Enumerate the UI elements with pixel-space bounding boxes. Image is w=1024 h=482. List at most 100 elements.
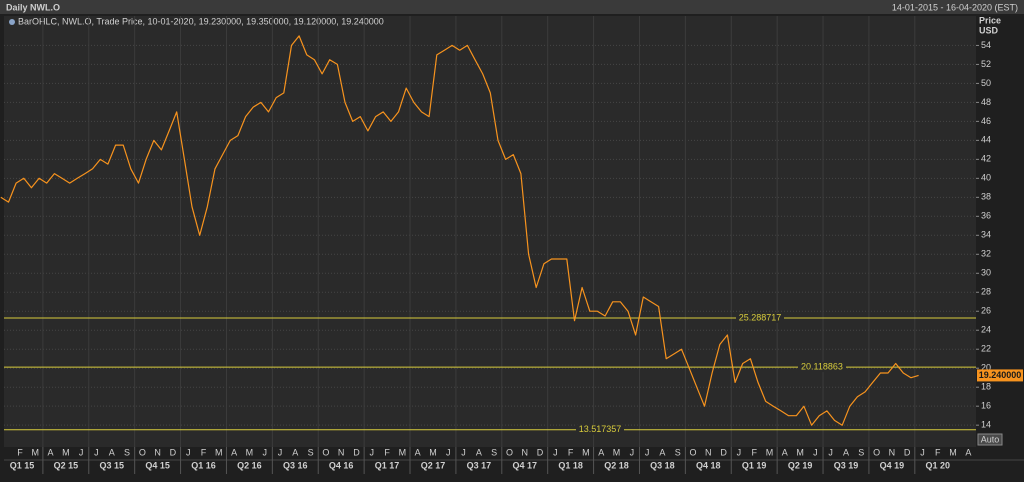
quarter-label: Q3 19 <box>834 460 859 470</box>
quarter-label: Q3 17 <box>467 460 492 470</box>
last-price-box <box>977 369 1023 382</box>
month-label: F <box>935 447 941 457</box>
y-tick-label: 22 <box>981 344 991 354</box>
y-tick-label: 16 <box>981 401 991 411</box>
month-label: A <box>415 447 421 457</box>
month-label: F <box>201 447 207 457</box>
month-label: S <box>308 447 314 457</box>
month-label: J <box>461 447 466 457</box>
y-tick-label: 48 <box>981 97 991 107</box>
y-axis-label: Price <box>979 15 1001 25</box>
y-tick-label: 46 <box>981 116 991 126</box>
month-label: J <box>370 447 375 457</box>
month-label: F <box>751 447 757 457</box>
last-price-label: 19.240000 <box>979 370 1022 380</box>
y-tick-label: 30 <box>981 268 991 278</box>
quarter-label: Q2 16 <box>237 460 262 470</box>
y-tick-label: 36 <box>981 211 991 221</box>
y-tick-label: 50 <box>981 78 991 88</box>
quarter-label: Q4 15 <box>145 460 170 470</box>
reference-label-bg <box>798 362 846 373</box>
month-label: N <box>154 447 161 457</box>
month-label: J <box>645 447 650 457</box>
quarter-label: Q1 18 <box>558 460 583 470</box>
month-label: S <box>675 447 681 457</box>
quarter-label: Q1 15 <box>10 460 35 470</box>
month-label: M <box>582 447 590 457</box>
quarter-label: Q4 16 <box>329 460 354 470</box>
y-tick-label: 42 <box>981 154 991 164</box>
month-label: N <box>705 447 712 457</box>
legend-text: BarOHLC, NWL.O, Trade Price, 10-01-2020,… <box>18 16 384 26</box>
date-range: 14-01-2015 - 16-04-2020 (EST) <box>892 2 1018 12</box>
month-label: A <box>48 447 54 457</box>
month-label: M <box>429 447 437 457</box>
quarter-label: Q3 18 <box>650 460 675 470</box>
y-axis-unit: USD <box>979 25 999 35</box>
month-label: A <box>843 447 849 457</box>
month-label: M <box>399 447 407 457</box>
month-label: A <box>598 447 604 457</box>
month-label: M <box>949 447 957 457</box>
month-label: S <box>124 447 130 457</box>
month-label: J <box>186 447 191 457</box>
header-bar <box>0 0 1024 14</box>
month-label: F <box>17 447 23 457</box>
y-tick-label: 32 <box>981 249 991 259</box>
month-label: S <box>491 447 497 457</box>
y-tick-label: 34 <box>981 230 991 240</box>
month-label: J <box>630 447 635 457</box>
month-label: A <box>476 447 482 457</box>
month-label: J <box>920 447 925 457</box>
reference-label-bg <box>736 312 784 323</box>
month-label: J <box>79 447 84 457</box>
reference-label-bg <box>576 424 624 435</box>
month-label: N <box>521 447 528 457</box>
month-label: O <box>873 447 880 457</box>
month-label: F <box>384 447 390 457</box>
quarter-label: Q2 18 <box>604 460 629 470</box>
y-tick-label: 26 <box>981 306 991 316</box>
quarter-label: Q2 19 <box>788 460 813 470</box>
month-label: O <box>322 447 329 457</box>
month-label: A <box>231 447 237 457</box>
month-label: M <box>215 447 223 457</box>
month-label: J <box>446 447 451 457</box>
month-label: J <box>813 447 818 457</box>
month-label: A <box>965 447 971 457</box>
reference-label: 13.517357 <box>579 424 622 434</box>
auto-button-label[interactable]: Auto <box>981 434 1000 444</box>
month-label: J <box>94 447 99 457</box>
y-tick-label: 28 <box>981 287 991 297</box>
month-label: S <box>858 447 864 457</box>
month-label: A <box>292 447 298 457</box>
price-line <box>0 35 919 426</box>
month-label: M <box>62 447 70 457</box>
month-label: M <box>613 447 621 457</box>
quarter-label: Q1 17 <box>375 460 400 470</box>
y-tick-label: 38 <box>981 192 991 202</box>
month-label: N <box>338 447 345 457</box>
month-label: D <box>353 447 360 457</box>
reference-label: 20.118863 <box>801 361 843 371</box>
month-label: J <box>553 447 558 457</box>
month-label: D <box>904 447 911 457</box>
y-tick-label: 40 <box>981 173 991 183</box>
month-label: N <box>889 447 896 457</box>
y-tick-label: 20 <box>981 363 991 373</box>
month-label: M <box>31 447 39 457</box>
quarter-label: Q3 16 <box>283 460 308 470</box>
plot-area <box>4 16 976 447</box>
quarter-label: Q2 15 <box>54 460 79 470</box>
legend-icon <box>9 19 15 25</box>
y-tick-label: 14 <box>981 420 991 430</box>
month-label: F <box>568 447 574 457</box>
month-label: D <box>720 447 727 457</box>
month-label: M <box>796 447 804 457</box>
y-tick-label: 52 <box>981 59 991 69</box>
month-label: M <box>766 447 774 457</box>
auto-button[interactable] <box>977 433 1003 446</box>
quarter-label: Q2 17 <box>421 460 446 470</box>
